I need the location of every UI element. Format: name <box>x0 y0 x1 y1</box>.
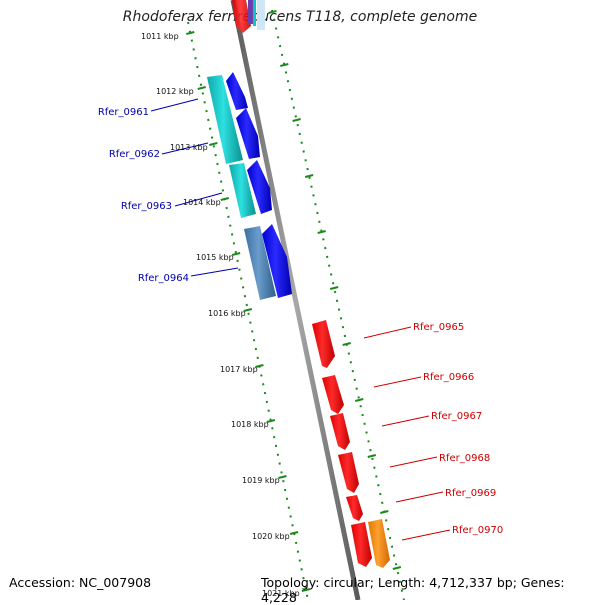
leader-rfer-0966 <box>373 376 422 388</box>
scale-labels: 1011 kbp 1012 kbp 1013 kbp 1014 kbp 1015… <box>141 32 300 598</box>
topology-text: Topology: circular; Length: 4,712,337 bp… <box>261 575 565 605</box>
left-scale-ruler <box>187 21 309 600</box>
gene-blue-4[interactable] <box>262 224 292 298</box>
scale-label-1021: 1021 kbp <box>262 589 300 598</box>
scale-label-1014: 1014 kbp <box>183 198 221 207</box>
gene-rfer-0969-body[interactable] <box>346 495 363 521</box>
gene-partial-red[interactable] <box>232 0 251 33</box>
left-major-tick <box>186 31 195 35</box>
left-strand-genes <box>207 75 276 300</box>
left-major-tick <box>266 419 276 423</box>
right-major-tick <box>380 510 389 514</box>
scale-label-1011: 1011 kbp <box>141 32 179 41</box>
leader-rfer-0970 <box>401 529 451 541</box>
genome-backbone <box>230 0 361 600</box>
gene-rfer-0967-body[interactable] <box>330 413 350 450</box>
gene-rfer-0970-body[interactable] <box>351 522 372 567</box>
left-major-tick <box>289 531 299 535</box>
leader-rfer-0961 <box>150 98 199 112</box>
right-major-tick <box>342 342 351 346</box>
gene-blue-3[interactable] <box>247 160 272 214</box>
left-major-tick <box>301 588 311 592</box>
label-rfer-0961[interactable]: Rfer_0961 <box>98 107 149 118</box>
leader-rfer-0963 <box>174 192 223 207</box>
right-scale-ruler <box>271 9 405 600</box>
right-strand-genes <box>312 320 390 568</box>
right-gene-labels: Rfer_0965 Rfer_0966 Rfer_0967 Rfer_0968 … <box>363 322 503 541</box>
right-major-tick <box>268 10 277 14</box>
label-rfer-0967[interactable]: Rfer_0967 <box>431 411 482 422</box>
right-major-tick <box>304 174 314 178</box>
gene-rfer-0964-body[interactable] <box>244 226 276 300</box>
gene-partial-teal[interactable] <box>253 0 256 26</box>
gene-blue-1[interactable] <box>226 72 248 110</box>
leader-rfer-0964 <box>190 267 239 277</box>
scale-label-1019: 1019 kbp <box>242 476 280 485</box>
gene-orange[interactable] <box>368 519 390 568</box>
label-rfer-0966[interactable]: Rfer_0966 <box>423 372 474 383</box>
right-major-tick <box>355 398 364 402</box>
left-major-tick <box>231 252 241 256</box>
map-title: Rhodoferax ferrireducens T118, complete … <box>122 9 478 25</box>
left-major-tick <box>278 475 287 479</box>
gene-rfer-0963-body[interactable] <box>229 163 256 218</box>
left-major-tick <box>243 308 253 312</box>
left-major-tick <box>220 197 229 201</box>
label-rfer-0970[interactable]: Rfer_0970 <box>452 525 503 536</box>
scale-label-1015: 1015 kbp <box>196 253 234 262</box>
scale-label-1017: 1017 kbp <box>220 365 258 374</box>
right-major-tick <box>292 118 301 122</box>
label-rfer-0963[interactable]: Rfer_0963 <box>121 201 172 212</box>
scale-label-1020: 1020 kbp <box>252 532 290 541</box>
leader-rfer-0968 <box>389 456 438 468</box>
scale-label-1018: 1018 kbp <box>231 420 269 429</box>
gene-partial-pale[interactable] <box>257 0 265 30</box>
right-major-tick <box>392 566 402 570</box>
label-rfer-0962[interactable]: Rfer_0962 <box>109 149 160 160</box>
gene-rfer-0961-body[interactable] <box>207 75 243 164</box>
right-major-tick <box>329 286 339 290</box>
gene-rfer-0966-body[interactable] <box>322 375 344 414</box>
leader-rfer-0967 <box>381 415 430 427</box>
gene-partial-violet[interactable] <box>248 0 253 24</box>
label-rfer-0969[interactable]: Rfer_0969 <box>445 488 496 499</box>
gene-rfer-0968-body[interactable] <box>338 452 359 493</box>
accession-text: Accession: NC_007908 <box>9 575 152 590</box>
top-partial-genes <box>232 0 265 33</box>
leader-rfer-0969 <box>395 491 444 503</box>
left-major-tick <box>197 86 206 90</box>
scale-label-1016: 1016 kbp <box>208 309 246 318</box>
leader-rfer-0965 <box>363 326 412 339</box>
label-rfer-0968[interactable]: Rfer_0968 <box>439 453 490 464</box>
leader-rfer-0962 <box>161 142 209 155</box>
gene-rfer-0962-body[interactable] <box>236 108 260 159</box>
right-major-tick <box>280 63 289 67</box>
left-strand-blue-genes <box>226 72 292 298</box>
right-major-tick <box>367 454 377 458</box>
left-major-tick <box>209 142 218 146</box>
gene-rfer-0965-body[interactable] <box>312 320 335 368</box>
label-rfer-0965[interactable]: Rfer_0965 <box>413 322 464 333</box>
left-major-tick <box>255 364 264 368</box>
right-major-tick <box>317 230 326 234</box>
scale-label-1013: 1013 kbp <box>170 143 208 152</box>
label-rfer-0964[interactable]: Rfer_0964 <box>138 273 189 284</box>
left-gene-labels: Rfer_0961 Rfer_0962 Rfer_0963 Rfer_0964 <box>98 98 239 284</box>
scale-label-1012: 1012 kbp <box>156 87 194 96</box>
